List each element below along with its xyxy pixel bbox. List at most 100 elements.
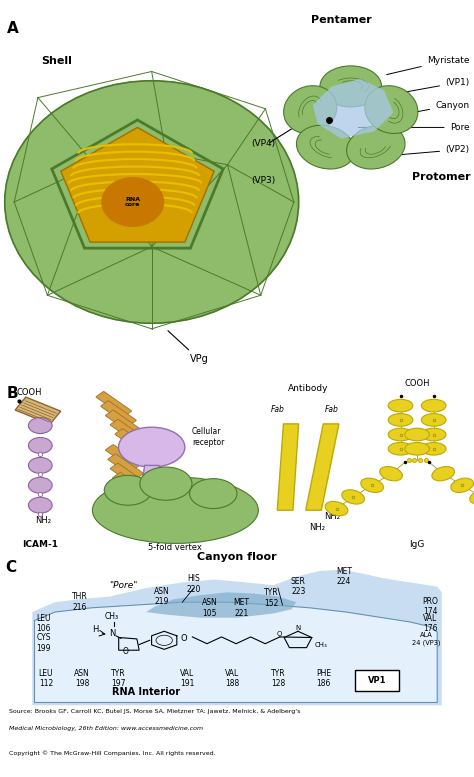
Polygon shape xyxy=(277,424,299,510)
Ellipse shape xyxy=(92,477,258,543)
Polygon shape xyxy=(32,570,442,706)
Ellipse shape xyxy=(421,428,446,441)
Text: TYR
197: TYR 197 xyxy=(111,669,126,688)
Text: "Pore": "Pore" xyxy=(109,581,137,590)
FancyBboxPatch shape xyxy=(96,392,131,416)
Text: NH₂: NH₂ xyxy=(310,523,326,532)
Text: COOH: COOH xyxy=(17,388,42,397)
Text: C: C xyxy=(5,559,16,575)
Ellipse shape xyxy=(320,66,382,107)
Ellipse shape xyxy=(388,428,413,441)
Text: MET
224: MET 224 xyxy=(336,567,352,587)
Text: LEU
112: LEU 112 xyxy=(39,669,53,688)
Ellipse shape xyxy=(28,458,52,473)
Ellipse shape xyxy=(28,497,52,513)
FancyBboxPatch shape xyxy=(110,463,146,488)
Ellipse shape xyxy=(421,399,446,412)
Ellipse shape xyxy=(28,477,52,493)
FancyBboxPatch shape xyxy=(110,420,146,444)
Ellipse shape xyxy=(388,413,413,427)
Ellipse shape xyxy=(432,466,455,481)
Text: Canyon floor: Canyon floor xyxy=(197,552,277,562)
Text: PHE
186: PHE 186 xyxy=(316,669,331,688)
Ellipse shape xyxy=(28,417,52,434)
Text: Pentamer: Pentamer xyxy=(311,15,372,25)
Text: VPg: VPg xyxy=(168,331,209,364)
Text: CH₃: CH₃ xyxy=(105,612,119,621)
Ellipse shape xyxy=(388,442,413,455)
Text: VAL
176: VAL 176 xyxy=(423,614,438,633)
Ellipse shape xyxy=(405,428,429,441)
Ellipse shape xyxy=(421,413,446,427)
Text: CYS
199: CYS 199 xyxy=(36,633,51,653)
Ellipse shape xyxy=(342,490,365,504)
Text: Fab: Fab xyxy=(325,406,339,414)
Text: PRO
174: PRO 174 xyxy=(422,597,438,616)
Ellipse shape xyxy=(470,490,474,504)
Text: NH₂: NH₂ xyxy=(35,517,51,525)
FancyBboxPatch shape xyxy=(108,454,143,479)
Text: TYR
128: TYR 128 xyxy=(271,669,285,688)
Ellipse shape xyxy=(451,478,474,493)
Text: N: N xyxy=(295,625,301,631)
Text: Fab: Fab xyxy=(270,406,284,414)
Polygon shape xyxy=(146,592,296,618)
Polygon shape xyxy=(306,424,339,510)
Text: N: N xyxy=(109,629,115,638)
Text: Protomer: Protomer xyxy=(412,172,471,182)
Text: COOH: COOH xyxy=(404,378,430,388)
Ellipse shape xyxy=(388,399,413,412)
Text: Myristate: Myristate xyxy=(387,56,469,75)
FancyBboxPatch shape xyxy=(106,444,141,469)
Text: 5-fold vertex: 5-fold vertex xyxy=(148,543,202,552)
Polygon shape xyxy=(313,79,393,138)
Text: ICAM-1: ICAM-1 xyxy=(22,540,58,549)
Polygon shape xyxy=(142,465,161,483)
FancyBboxPatch shape xyxy=(115,482,150,507)
Text: ASN
219: ASN 219 xyxy=(154,587,170,606)
Text: NH₂: NH₂ xyxy=(324,511,340,521)
Text: A: A xyxy=(7,21,19,37)
Text: MET
221: MET 221 xyxy=(234,598,249,618)
Text: Antibody: Antibody xyxy=(288,384,328,392)
Ellipse shape xyxy=(140,467,192,500)
Text: CH₃: CH₃ xyxy=(314,643,327,648)
Ellipse shape xyxy=(405,442,429,455)
Ellipse shape xyxy=(365,85,418,134)
Text: HIS
220: HIS 220 xyxy=(187,574,201,594)
Ellipse shape xyxy=(104,476,152,505)
Text: VP1: VP1 xyxy=(368,676,386,685)
Text: RNA Interior: RNA Interior xyxy=(112,688,180,698)
Text: Pore: Pore xyxy=(358,123,469,132)
Ellipse shape xyxy=(283,85,337,134)
Text: Source: Brooks GF, Carroll KC, Butel JS, Morse SA, Mietzner TA: Jawetz, Melnick,: Source: Brooks GF, Carroll KC, Butel JS,… xyxy=(9,709,301,713)
Ellipse shape xyxy=(28,437,52,454)
Text: Canyon: Canyon xyxy=(396,100,469,116)
Ellipse shape xyxy=(118,427,185,467)
Text: H: H xyxy=(92,625,98,634)
Text: LEU
106: LEU 106 xyxy=(36,614,51,633)
Text: (VP3): (VP3) xyxy=(251,176,275,186)
Text: SER
223: SER 223 xyxy=(291,577,306,596)
Text: Shell: Shell xyxy=(41,56,73,66)
Ellipse shape xyxy=(190,479,237,508)
FancyBboxPatch shape xyxy=(15,397,61,424)
FancyBboxPatch shape xyxy=(101,401,136,426)
Text: RNA
core: RNA core xyxy=(125,197,140,207)
Text: (VP4): (VP4) xyxy=(251,139,275,148)
Ellipse shape xyxy=(421,442,446,455)
Text: THR
216: THR 216 xyxy=(72,593,88,611)
FancyBboxPatch shape xyxy=(113,472,148,497)
FancyBboxPatch shape xyxy=(106,410,141,435)
Text: ALA
24 (VP3): ALA 24 (VP3) xyxy=(411,632,440,646)
Text: (VP2): (VP2) xyxy=(373,145,469,157)
Ellipse shape xyxy=(325,501,348,516)
Polygon shape xyxy=(61,127,214,242)
Text: VAL
188: VAL 188 xyxy=(225,669,239,688)
Text: Medical Microbiology, 26th Edition: www.accessmedicine.com: Medical Microbiology, 26th Edition: www.… xyxy=(9,726,204,731)
FancyBboxPatch shape xyxy=(115,429,150,454)
Text: ASN
105: ASN 105 xyxy=(202,598,218,618)
Ellipse shape xyxy=(5,81,299,323)
Text: VAL
191: VAL 191 xyxy=(180,669,194,688)
Text: Copyright © The McGraw-Hill Companies, Inc. All rights reserved.: Copyright © The McGraw-Hill Companies, I… xyxy=(9,750,216,755)
